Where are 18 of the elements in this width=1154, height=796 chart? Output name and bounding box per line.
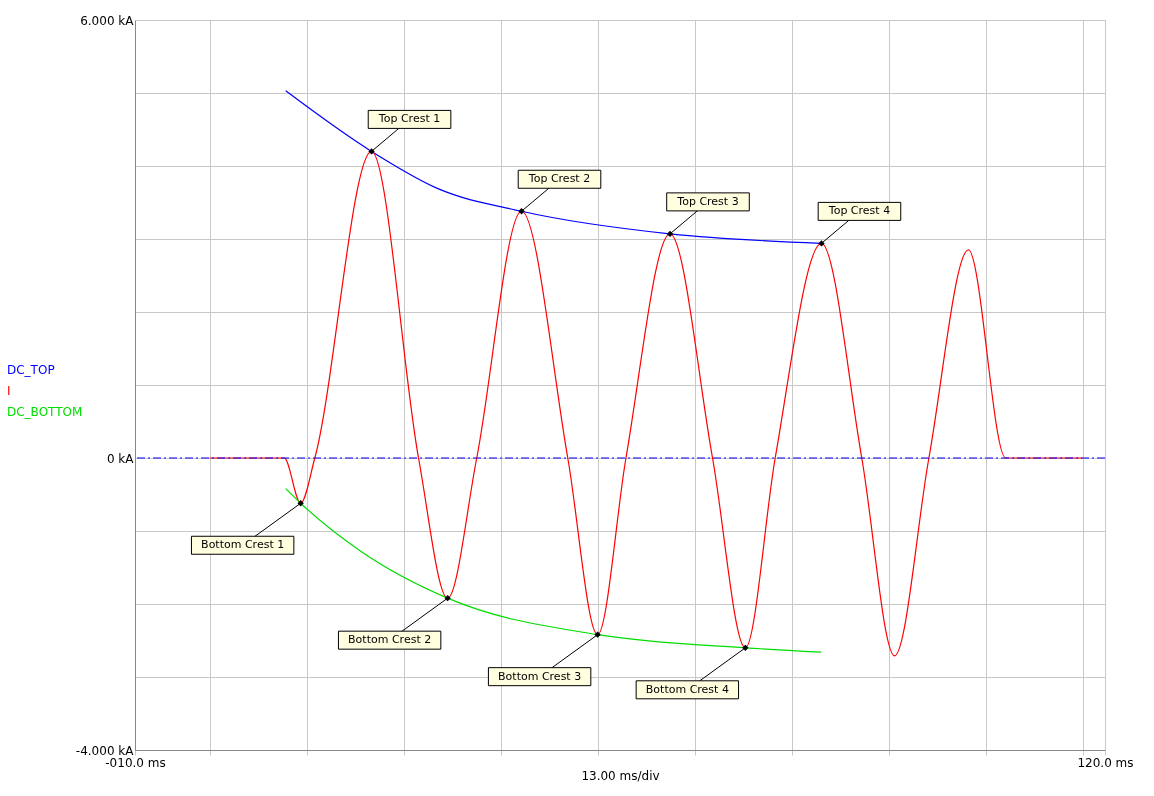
text: DC_BOTTOM <box>7 405 83 420</box>
line-series <box>285 488 823 653</box>
annotation: Bottom Crest 2 <box>348 633 432 647</box>
x-axis-title: 13.00 ms/div <box>581 768 660 783</box>
y-tick-label: 0 kA <box>106 451 135 466</box>
annotation: Top Crest 2 <box>527 172 591 186</box>
annotation: Top Crest 1 <box>377 112 441 126</box>
annotation: Top Crest 3 <box>676 194 739 208</box>
y-tick-label: -4.000 kA <box>75 743 135 758</box>
annotation: Bottom Crest 4 <box>645 682 729 696</box>
text: I <box>7 384 11 399</box>
text: DC_TOP <box>7 363 55 378</box>
x-tick-label: -010.0 ms <box>105 755 166 770</box>
y-tick-label: 6.000 kA <box>80 13 135 28</box>
x-tick-label: 120.0 ms <box>1077 755 1134 770</box>
annotation: Bottom Crest 3 <box>498 669 582 683</box>
annotation: Bottom Crest 1 <box>201 538 285 552</box>
annotation: Top Crest 4 <box>827 204 891 218</box>
